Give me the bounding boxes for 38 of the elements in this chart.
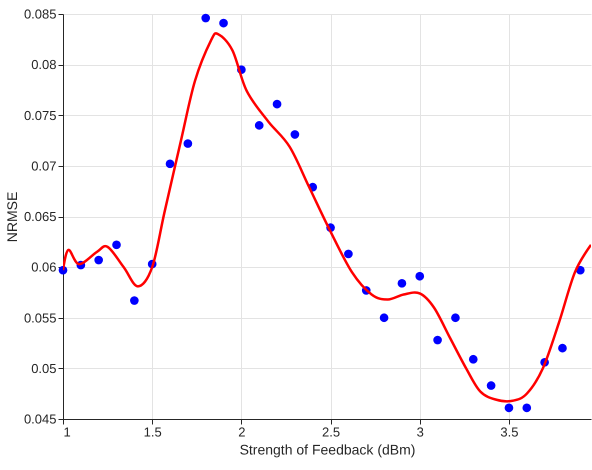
y-tick-label: 0.05 bbox=[31, 360, 56, 376]
point bbox=[451, 313, 460, 322]
y-tick-label: 0.07 bbox=[31, 158, 56, 174]
point bbox=[415, 272, 424, 281]
y-tick-label: 0.065 bbox=[24, 209, 56, 224]
point bbox=[94, 256, 104, 264]
point bbox=[433, 336, 442, 344]
y-tick-label: 0.085 bbox=[24, 6, 56, 22]
y-tick-label: 0.055 bbox=[24, 310, 56, 326]
x-tick-label: 2.5 bbox=[322, 424, 340, 440]
point bbox=[504, 404, 514, 412]
point bbox=[130, 296, 139, 305]
x-tick-label: 1.5 bbox=[144, 424, 162, 440]
point bbox=[398, 279, 406, 288]
point bbox=[201, 14, 210, 22]
point bbox=[219, 18, 228, 28]
point bbox=[184, 139, 192, 148]
y-tick-label: 0.06 bbox=[31, 260, 56, 275]
x-tick-label: 3.5 bbox=[500, 424, 518, 440]
x-tick-label: 2 bbox=[238, 424, 246, 440]
point bbox=[522, 404, 532, 412]
point bbox=[486, 381, 496, 390]
y-tick-label: 0.045 bbox=[24, 412, 56, 426]
point bbox=[344, 250, 353, 258]
point bbox=[254, 121, 264, 130]
x-axis-title: Strength of Feedback (dBm) bbox=[240, 442, 416, 458]
point bbox=[166, 160, 174, 168]
point bbox=[112, 240, 121, 250]
point bbox=[272, 100, 282, 108]
point bbox=[558, 344, 567, 352]
x-tick-label: 3 bbox=[416, 424, 424, 440]
y-axis-title: NRMSE bbox=[4, 192, 20, 242]
point bbox=[380, 313, 388, 322]
point bbox=[290, 130, 300, 139]
point bbox=[468, 354, 478, 364]
x-tick-label: 1 bbox=[64, 424, 71, 440]
y-tick-label: 0.075 bbox=[24, 108, 56, 123]
y-tick-label: 0.08 bbox=[31, 57, 56, 72]
